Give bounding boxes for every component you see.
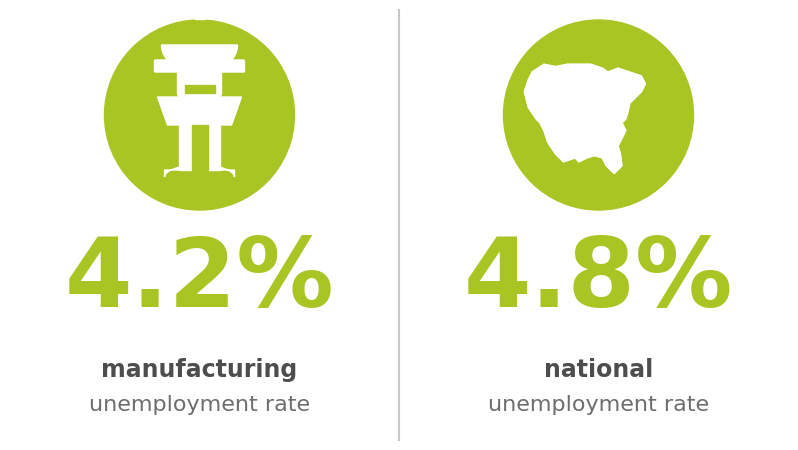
Text: national: national bbox=[544, 358, 653, 382]
Circle shape bbox=[105, 20, 294, 210]
Polygon shape bbox=[195, 12, 204, 19]
Polygon shape bbox=[192, 125, 207, 170]
Text: 4.2%: 4.2% bbox=[65, 234, 334, 327]
FancyBboxPatch shape bbox=[177, 63, 222, 97]
Text: manufacturing: manufacturing bbox=[101, 358, 298, 382]
Text: unemployment rate: unemployment rate bbox=[89, 395, 310, 415]
Polygon shape bbox=[161, 45, 238, 73]
Circle shape bbox=[504, 20, 693, 210]
Text: unemployment rate: unemployment rate bbox=[488, 395, 709, 415]
Polygon shape bbox=[157, 97, 242, 170]
Polygon shape bbox=[180, 105, 192, 170]
Polygon shape bbox=[184, 85, 215, 93]
Text: 4.8%: 4.8% bbox=[464, 234, 733, 327]
FancyBboxPatch shape bbox=[155, 60, 244, 72]
Polygon shape bbox=[164, 165, 235, 177]
Polygon shape bbox=[207, 105, 219, 170]
Polygon shape bbox=[524, 64, 646, 174]
